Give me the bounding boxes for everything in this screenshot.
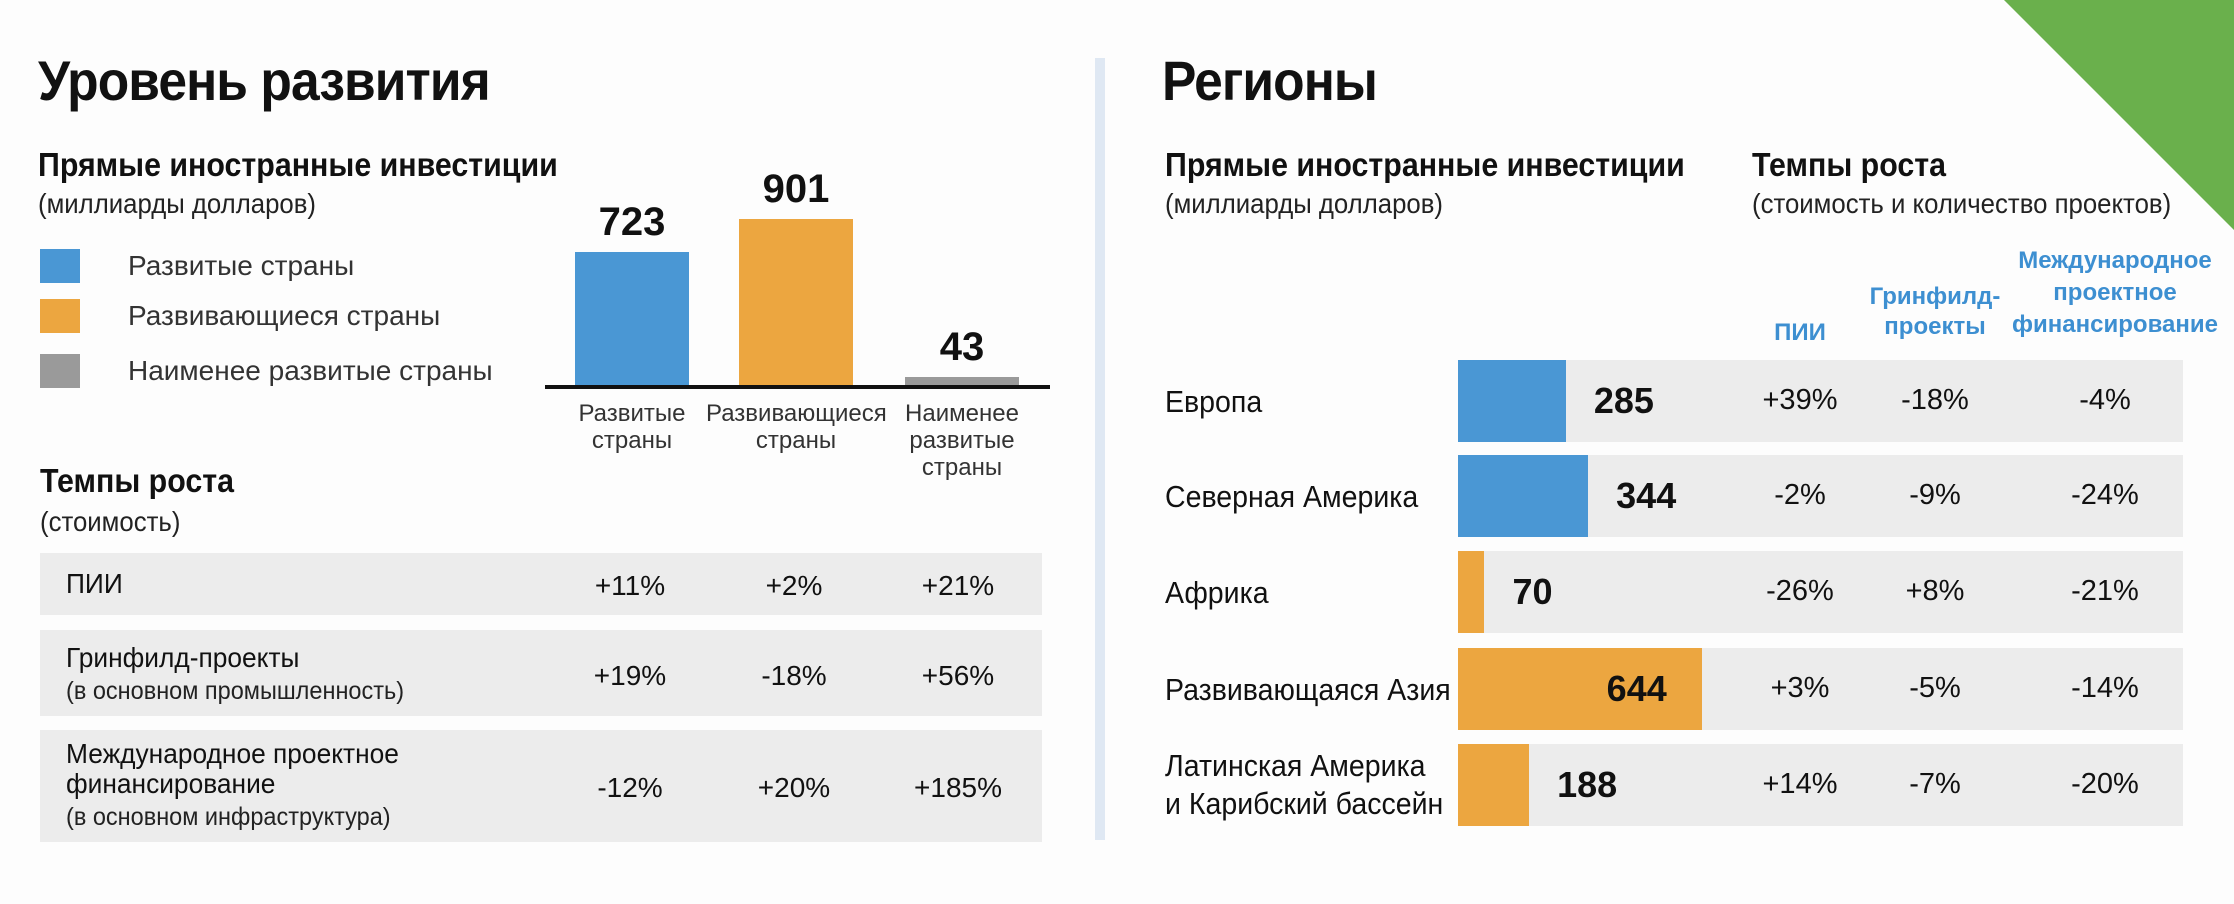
growth-row-note: (в основном промышленность) [66,677,405,705]
growth-row-note: (в основном инфраструктура) [66,803,391,831]
bar-value-label: 723 [598,199,666,244]
region-value-label: 344 [1616,475,1677,516]
region-name: Африка [1165,575,1269,610]
region-row [1458,744,2183,826]
growth-value: +21% [921,570,995,601]
col-head-greenfield-1: Гринфилд- [1869,283,2001,310]
region-growth-value: -20% [2071,768,2139,800]
growth-value: +20% [757,772,831,803]
bar [739,219,853,385]
region-growth-value: -21% [2071,575,2139,607]
region-bar [1458,744,1530,826]
bar [905,377,1019,385]
left-fdi-title: Прямые иностранные инвестиции [38,146,558,183]
region-row [1458,551,2183,633]
category-label-line: страны [755,427,837,454]
region-growth-value: -9% [1909,479,1961,511]
right-growth-sub: (стоимость и количество проектов) [1752,188,2172,219]
right-title: Регионы [1162,49,1378,112]
region-name: Северная Америка [1165,479,1419,514]
region-growth-value: -18% [1901,384,1969,416]
growth-row-label: Гринфилд-проекты [66,642,300,673]
col-head-greenfield-2: проекты [1884,313,1986,340]
region-bar [1458,551,1485,633]
growth-value: +56% [921,660,995,691]
left-fdi-unit: (миллиарды долларов) [38,188,316,219]
col-head-project-2: проектное [2053,279,2177,306]
col-head-fdi: ПИИ [1774,319,1826,346]
bar-value-label: 901 [762,167,830,211]
region-growth-value: -7% [1909,768,1961,800]
region-growth-value: +14% [1762,768,1838,800]
growth-value: +185% [914,772,1002,803]
right-growth-title: Темпы роста [1752,146,1947,183]
category-label: Наименее развитые страны [872,400,1052,481]
chart-baseline [545,385,1050,389]
region-bar [1458,648,1702,730]
left-title: Уровень развития [38,49,491,112]
category-label-line: Развитые [578,400,686,427]
legend-least: Наименее развитые страны [40,353,493,389]
right-fdi-title: Прямые иностранные инвестиции [1165,146,1685,183]
growth-row-greenfield: Гринфилд-проекты (в основном промышленно… [40,630,1042,716]
growth-row-label2: финансирование [66,768,276,799]
region-growth-value: -14% [2071,672,2139,704]
region-growth-value: -24% [2071,479,2139,511]
bar [575,251,689,385]
category-label-line: развитые [909,427,1015,454]
region-growth-value: -2% [1774,479,1826,511]
growth-row-fdi: ПИИ [40,553,1042,615]
col-head-project-1: Международное [2018,247,2212,274]
region-name: и Карибский бассейн [1165,786,1444,821]
col-head-project-3: финансирование [2012,311,2218,338]
region-name: Латинская Америка [1165,748,1426,783]
bar-value-label: 43 [939,325,985,370]
growth-value: +19% [593,660,667,691]
left-growth-sub: (стоимость) [40,506,181,537]
growth-row-label: Международное проектное [66,738,399,769]
panel-divider [1095,58,1105,840]
legend-label: Развивающиеся страны [128,300,441,331]
legend-developing: Развивающиеся страны [40,298,440,334]
category-label: Развитые страны [542,400,722,454]
left-growth-title: Темпы роста [40,462,235,499]
growth-value: +2% [765,570,823,601]
legend-developed: Развитые страны [40,248,354,284]
region-value-label: 70 [1512,571,1553,612]
region-name: Европа [1165,384,1263,419]
growth-value: -12% [597,772,663,803]
legend-label: Развитые страны [128,250,355,281]
growth-row-label: ПИИ [66,568,123,599]
growth-value: -18% [761,660,827,691]
region-bar [1458,455,1589,537]
region-value-label: 644 [1606,668,1667,709]
corner-decoration [2004,0,2234,230]
right-fdi-unit: (миллиарды долларов) [1165,188,1443,219]
legend-swatch-developed [40,249,80,283]
growth-row-project-finance: Международное проектное финансирование (… [40,730,1042,842]
region-growth-value: +3% [1770,672,1830,704]
legend-swatch-developing [40,299,80,333]
category-label-line: Развивающиеся [706,400,887,427]
region-bar [1458,360,1566,442]
category-label: Развивающиеся страны [706,400,887,454]
region-value-label: 188 [1557,764,1618,805]
region-growth-value: +8% [1905,575,1965,607]
region-value-label: 285 [1593,380,1654,421]
category-label-line: Наименее [905,400,1019,427]
growth-value: +11% [594,570,666,601]
region-growth-value: -5% [1909,672,1961,704]
category-label-line: страны [921,454,1003,481]
legend-label: Наименее развитые страны [128,355,493,386]
region-growth-value: -26% [1766,575,1834,607]
region-row [1458,360,2183,442]
region-name: Развивающаяся Азия [1165,672,1451,707]
category-label-line: страны [591,427,673,454]
region-growth-value: -4% [2079,384,2131,416]
region-growth-value: +39% [1762,384,1838,416]
legend-swatch-least [40,354,80,388]
